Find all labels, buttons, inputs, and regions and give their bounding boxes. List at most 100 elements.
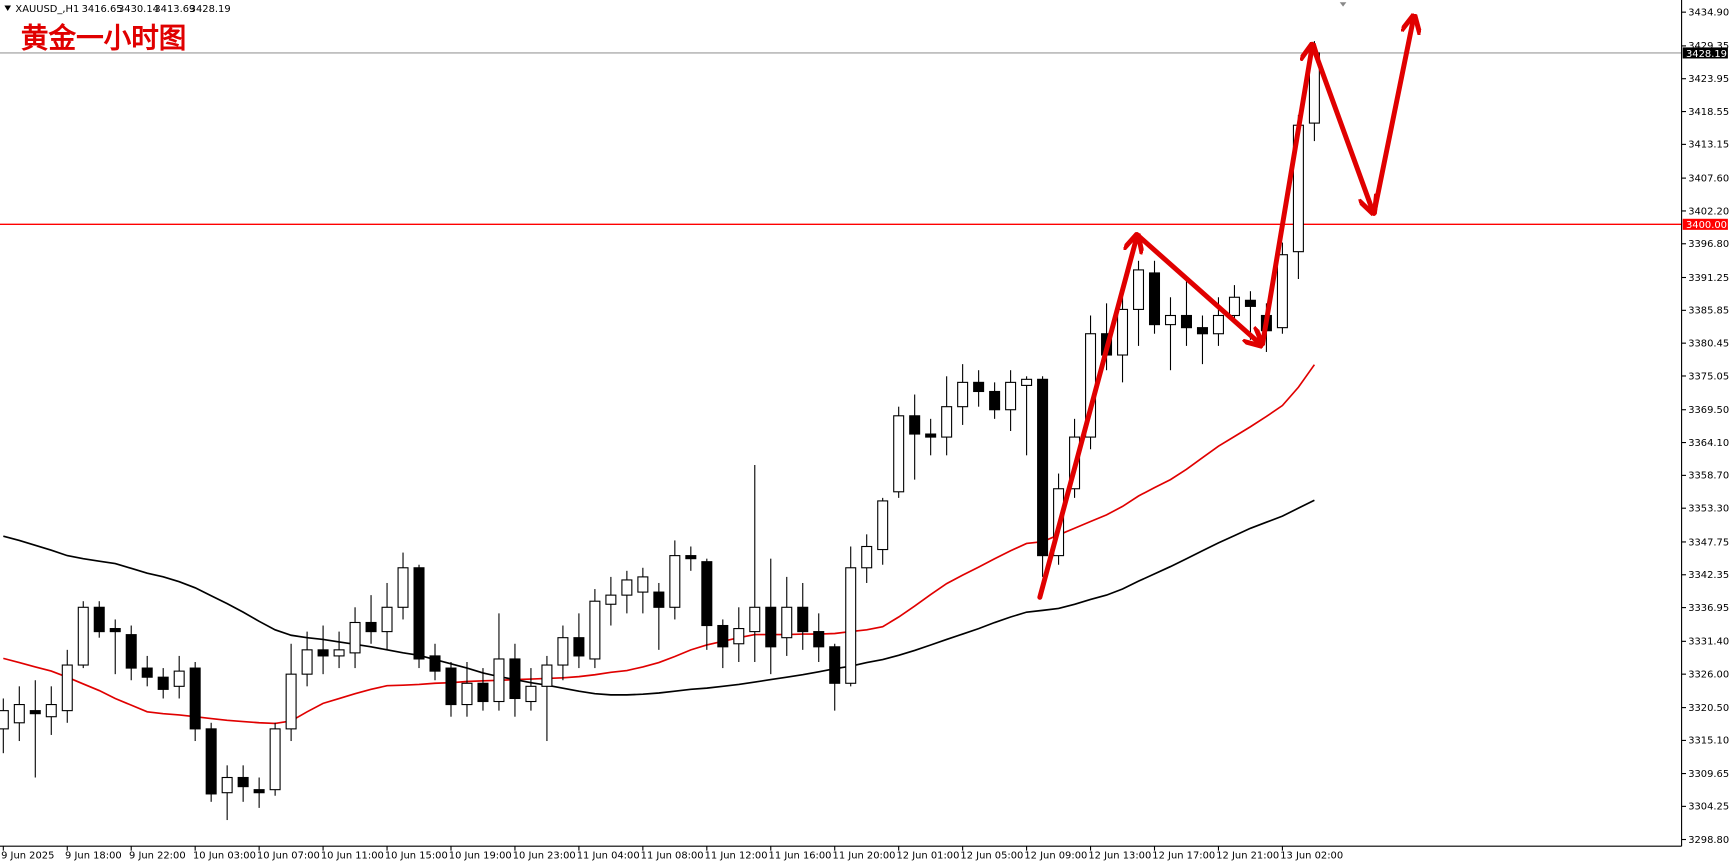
candle-body [445,667,457,706]
x-tick-label: 12 Jun 13:00 [1088,850,1151,861]
arrow [1134,232,1261,345]
y-tick-label: 3396.80 [1688,239,1729,250]
candle-body [493,658,505,703]
x-tick-label: 10 Jun 11:00 [321,850,384,861]
candle-body [173,670,185,687]
x-tick-label: 10 Jun 15:00 [385,850,448,861]
candle-body [317,649,329,657]
x-tick-label: 10 Jun 07:00 [257,850,320,861]
candle-body [605,594,617,605]
x-tick-label: 11 Jun 20:00 [833,850,896,861]
y-tick-label: 3353.30 [1688,504,1729,515]
level-label-box [1682,218,1728,230]
header-high: 3430.14 [118,4,159,15]
chart-shift-marker [1339,2,1347,7]
candle-body [1276,254,1288,329]
candle-body [1148,272,1161,326]
x-tick-label: 9 Jun 22:00 [129,850,186,861]
candle-body [1037,378,1049,557]
candle-body [1212,314,1224,335]
candle-body [77,606,89,666]
candle-body [621,579,633,596]
moving-average [3,364,1316,725]
y-tick-label: 3423.95 [1688,74,1729,85]
y-tick-label: 3369.50 [1688,405,1729,416]
y-tick-label: 3315.10 [1688,736,1729,747]
candle-body [93,606,105,633]
candle-body [45,704,57,718]
price-label-box [1682,47,1728,59]
candle-body [909,415,921,435]
y-tick-label: 3429.35 [1688,41,1729,52]
x-tick-label: 13 Jun 02:00 [1280,850,1343,861]
candle-body [877,500,889,551]
candle-body [413,567,425,660]
candle-body [221,776,233,794]
y-tick-label: 3418.55 [1688,107,1729,118]
symbol-menu-arrow[interactable] [4,5,12,12]
y-tick-label: 3358.70 [1688,471,1729,482]
candle-body [1164,314,1177,326]
candle-body [685,555,697,560]
x-tick-label: 11 Jun 04:00 [577,850,640,861]
candle-body [1133,269,1145,310]
y-tick-label: 3391.25 [1688,273,1729,284]
candle-body [701,561,713,627]
x-tick-label: 10 Jun 19:00 [449,850,512,861]
candle-body [61,664,73,712]
candle-body [381,606,393,633]
candle-body [157,676,169,690]
candle-body [477,682,489,703]
candle-body [797,606,809,633]
candle-body [333,649,345,657]
candle-body [189,667,201,730]
candle-body [749,606,761,633]
y-tick-label: 3413.15 [1688,140,1729,151]
y-tick-label: 3364.10 [1688,438,1729,449]
y-tick-label: 3331.40 [1688,637,1729,648]
x-tick-label: 11 Jun 08:00 [641,850,704,861]
candle-body [1228,296,1240,317]
candle-body [781,606,793,639]
candle-body [1021,378,1033,386]
candle-body [973,381,985,393]
candle-body [925,433,937,438]
y-tick-label: 3347.75 [1688,537,1729,548]
candle-body [429,655,441,672]
candle-body [285,673,297,730]
candle-body [141,667,153,678]
y-tick-label: 3298.80 [1688,835,1729,846]
y-tick-label: 3309.65 [1688,769,1729,780]
x-tick-label: 12 Jun 09:00 [1024,850,1087,861]
candle-body [237,776,249,788]
candle-body [1117,308,1129,356]
candle-body [349,621,361,654]
candle-body [733,628,745,645]
candle-body [365,621,377,633]
header-low: 3413.69 [154,4,195,15]
candle-body [829,646,841,684]
candle-body [653,591,665,608]
symbol: XAUUSD_,H1 [15,4,79,15]
plot-area [0,41,1682,821]
candle-body [589,600,601,660]
x-tick-label: 12 Jun 21:00 [1216,850,1279,861]
x-tick-label: 11 Jun 16:00 [769,850,832,861]
candle-body [301,649,313,675]
y-tick-label: 3320.50 [1688,703,1729,714]
candle-body [253,789,265,794]
x-tick-label: 12 Jun 17:00 [1152,850,1215,861]
candle-body [509,658,521,700]
candle-body [1005,381,1017,411]
annotation-arrows [1037,18,1414,600]
header-close: 3428.19 [190,4,231,15]
candle-body [717,624,729,648]
y-tick-label: 3304.25 [1688,802,1729,813]
moving-average [3,499,1315,696]
candle-body [109,628,121,633]
price-label: 3428.19 [1686,49,1727,60]
candle-body [397,567,409,608]
x-tick-label: 10 Jun 23:00 [513,850,576,861]
x-tick-label: 11 Jun 12:00 [705,850,768,861]
